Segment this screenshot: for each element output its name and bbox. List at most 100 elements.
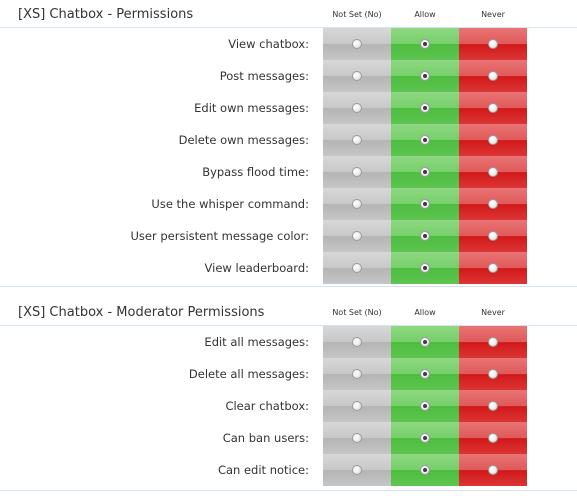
not-set-option-cell[interactable] bbox=[323, 220, 391, 252]
permission-row: View leaderboard: bbox=[0, 252, 577, 284]
permission-label: Can ban users: bbox=[222, 431, 309, 445]
column-header-allow: Allow bbox=[414, 308, 436, 317]
not-set-radio-button[interactable] bbox=[352, 231, 362, 241]
never-radio-button[interactable] bbox=[488, 39, 498, 49]
never-option-cell[interactable] bbox=[459, 28, 527, 60]
not-set-radio-button[interactable] bbox=[352, 465, 362, 475]
never-option-cell[interactable] bbox=[459, 156, 527, 188]
allow-radio-button[interactable] bbox=[420, 337, 430, 347]
allow-option-cell[interactable] bbox=[391, 390, 459, 422]
section-title: [XS] Chatbox - Permissions bbox=[18, 7, 194, 22]
allow-radio-button[interactable] bbox=[420, 369, 430, 379]
permission-label: Can edit notice: bbox=[217, 463, 309, 477]
not-set-option-cell[interactable] bbox=[323, 124, 391, 156]
allow-option-cell[interactable] bbox=[391, 326, 459, 358]
not-set-radio-button[interactable] bbox=[352, 71, 362, 81]
not-set-radio-button[interactable] bbox=[352, 433, 362, 443]
allow-option-cell[interactable] bbox=[391, 358, 459, 390]
not-set-radio-button[interactable] bbox=[352, 401, 362, 411]
never-option-cell[interactable] bbox=[459, 390, 527, 422]
not-set-option-cell[interactable] bbox=[323, 28, 391, 60]
permission-rows: View chatbox: Post messages: Edit own mess… bbox=[0, 28, 577, 284]
allow-radio-button[interactable] bbox=[420, 103, 430, 113]
permission-label: View chatbox: bbox=[228, 37, 309, 51]
allow-option-cell[interactable] bbox=[391, 454, 459, 486]
not-set-option-cell[interactable] bbox=[323, 454, 391, 486]
never-option-cell[interactable] bbox=[459, 92, 527, 124]
never-option-cell[interactable] bbox=[459, 422, 527, 454]
never-radio-button[interactable] bbox=[488, 263, 498, 273]
section-header: [XS] Chatbox - Permissions Not Set (No) … bbox=[0, 0, 577, 28]
never-option-cell[interactable] bbox=[459, 188, 527, 220]
not-set-option-cell[interactable] bbox=[323, 60, 391, 92]
allow-option-cell[interactable] bbox=[391, 220, 459, 252]
not-set-radio-button[interactable] bbox=[352, 135, 362, 145]
permission-row: Can ban users: bbox=[0, 422, 577, 454]
not-set-radio-button[interactable] bbox=[352, 167, 362, 177]
not-set-radio-button[interactable] bbox=[352, 39, 362, 49]
allow-radio-button[interactable] bbox=[420, 263, 430, 273]
never-radio-button[interactable] bbox=[488, 433, 498, 443]
column-header-allow: Allow bbox=[414, 10, 436, 19]
never-option-cell[interactable] bbox=[459, 358, 527, 390]
not-set-option-cell[interactable] bbox=[323, 252, 391, 284]
allow-option-cell[interactable] bbox=[391, 188, 459, 220]
permission-row: Use the whisper command: bbox=[0, 188, 577, 220]
never-option-cell[interactable] bbox=[459, 454, 527, 486]
not-set-option-cell[interactable] bbox=[323, 92, 391, 124]
not-set-option-cell[interactable] bbox=[323, 390, 391, 422]
not-set-radio-button[interactable] bbox=[352, 337, 362, 347]
permission-row: View chatbox: bbox=[0, 28, 577, 60]
not-set-option-cell[interactable] bbox=[323, 188, 391, 220]
not-set-option-cell[interactable] bbox=[323, 358, 391, 390]
allow-option-cell[interactable] bbox=[391, 60, 459, 92]
allow-radio-button[interactable] bbox=[420, 135, 430, 145]
allow-radio-button[interactable] bbox=[420, 39, 430, 49]
never-radio-button[interactable] bbox=[488, 337, 498, 347]
never-radio-button[interactable] bbox=[488, 231, 498, 241]
never-option-cell[interactable] bbox=[459, 124, 527, 156]
not-set-option-cell[interactable] bbox=[323, 156, 391, 188]
never-option-cell[interactable] bbox=[459, 326, 527, 358]
not-set-option-cell[interactable] bbox=[323, 422, 391, 454]
permission-row: Delete all messages: bbox=[0, 358, 577, 390]
permission-label: Clear chatbox: bbox=[225, 399, 309, 413]
never-radio-button[interactable] bbox=[488, 167, 498, 177]
allow-radio-button[interactable] bbox=[420, 465, 430, 475]
not-set-radio-button[interactable] bbox=[352, 199, 362, 209]
not-set-option-cell[interactable] bbox=[323, 326, 391, 358]
allow-radio-button[interactable] bbox=[420, 401, 430, 411]
column-header-never: Never bbox=[481, 10, 505, 19]
never-option-cell[interactable] bbox=[459, 220, 527, 252]
allow-option-cell[interactable] bbox=[391, 124, 459, 156]
allow-option-cell[interactable] bbox=[391, 156, 459, 188]
allow-option-cell[interactable] bbox=[391, 92, 459, 124]
allow-radio-button[interactable] bbox=[420, 71, 430, 81]
allow-option-cell[interactable] bbox=[391, 28, 459, 60]
never-option-cell[interactable] bbox=[459, 252, 527, 284]
permission-label: Delete all messages: bbox=[188, 367, 309, 381]
never-radio-button[interactable] bbox=[488, 199, 498, 209]
allow-option-cell[interactable] bbox=[391, 422, 459, 454]
never-radio-button[interactable] bbox=[488, 369, 498, 379]
permission-label: Delete own messages: bbox=[178, 133, 309, 147]
not-set-radio-button[interactable] bbox=[352, 369, 362, 379]
allow-radio-button[interactable] bbox=[420, 167, 430, 177]
allow-radio-button[interactable] bbox=[420, 199, 430, 209]
never-radio-button[interactable] bbox=[488, 401, 498, 411]
never-radio-button[interactable] bbox=[488, 135, 498, 145]
never-radio-button[interactable] bbox=[488, 465, 498, 475]
section-divider bbox=[0, 490, 577, 491]
allow-radio-button[interactable] bbox=[420, 433, 430, 443]
never-radio-button[interactable] bbox=[488, 103, 498, 113]
allow-option-cell[interactable] bbox=[391, 252, 459, 284]
permission-label: Bypass flood time: bbox=[202, 165, 309, 179]
not-set-radio-button[interactable] bbox=[352, 103, 362, 113]
never-option-cell[interactable] bbox=[459, 60, 527, 92]
never-radio-button[interactable] bbox=[488, 71, 498, 81]
allow-radio-button[interactable] bbox=[420, 231, 430, 241]
not-set-radio-button[interactable] bbox=[352, 263, 362, 273]
permission-label: Use the whisper command: bbox=[151, 197, 309, 211]
permission-label: View leaderboard: bbox=[204, 261, 309, 275]
